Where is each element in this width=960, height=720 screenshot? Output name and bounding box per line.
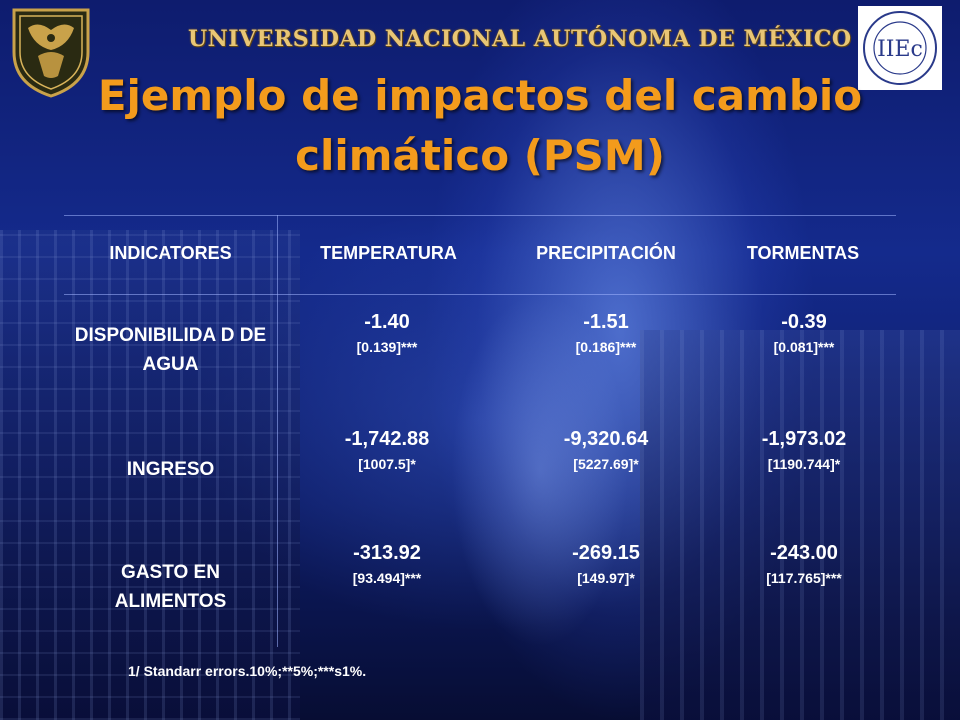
table-cell: -1,742.88 [1007.5]* — [297, 427, 477, 474]
background-building-left — [0, 230, 300, 720]
table-cell: -313.92 [93.494]*** — [297, 541, 477, 588]
cell-standard-error: [0.081]*** — [773, 339, 835, 355]
table-cell: -1.51 [0.186]*** — [516, 310, 696, 357]
cell-standard-error: [1190.744]* — [767, 456, 841, 472]
background-glow — [420, 250, 660, 720]
cell-value: -1,973.02 — [761, 428, 847, 450]
page-title: Ejemplo de impactos del cambio climático… — [97, 71, 863, 180]
table-cell: -1.40 [0.139]*** — [297, 310, 477, 357]
cell-value: -1,742.88 — [344, 428, 430, 450]
column-header-precipitacion: PRECIPITACIÓN — [536, 243, 676, 263]
table-top-rule — [64, 215, 896, 216]
table-cell: -269.15 [149.97]* — [516, 541, 696, 588]
table-cell: -0.39 [0.081]*** — [714, 310, 894, 357]
table-header-rule — [64, 294, 896, 295]
unam-shield-icon — [12, 8, 90, 98]
table-cell: -9,320.64 [5227.69]* — [516, 427, 696, 474]
table-cell: -1,973.02 [1190.744]* — [714, 427, 894, 474]
results-table: INDICATORES TEMPERATURA PRECIPITACIÓN TO… — [64, 215, 896, 650]
table-column-divider — [277, 215, 278, 647]
iiec-logo-letters: IIEc — [877, 37, 923, 62]
iiec-logo-icon: IIEc — [858, 6, 942, 90]
cell-value: -313.92 — [353, 542, 421, 564]
cell-value: -0.39 — [781, 311, 827, 333]
cell-standard-error: [0.139]*** — [356, 339, 418, 355]
cell-standard-error: [1007.5]* — [358, 456, 416, 472]
column-header-indicatores: INDICATORES — [109, 243, 232, 263]
cell-value: -243.00 — [770, 542, 838, 564]
table-cell: -243.00 [117.765]*** — [714, 541, 894, 588]
cell-standard-error: [149.97]* — [577, 570, 635, 586]
background-building-right — [640, 330, 960, 720]
cell-value: -269.15 — [572, 542, 640, 564]
cell-value: -1.40 — [364, 311, 410, 333]
row-label-gasto-alimentos: GASTO EN ALIMENTOS — [114, 562, 227, 612]
university-name: UNIVERSIDAD NACIONAL AUTÓNOMA DE MÉXICO — [188, 26, 852, 52]
cell-standard-error: [0.186]*** — [575, 339, 637, 355]
column-header-temperatura: TEMPERATURA — [320, 243, 457, 263]
cell-value: -1.51 — [583, 311, 629, 333]
row-label-ingreso: INGRESO — [126, 459, 215, 480]
row-label-disponibilidad-agua: DISPONIBILIDA D DE AGUA — [74, 325, 267, 375]
cell-standard-error: [5227.69]* — [573, 456, 639, 472]
column-header-tormentas: TORMENTAS — [746, 243, 860, 263]
cell-standard-error: [93.494]*** — [352, 570, 422, 586]
cell-standard-error: [117.765]*** — [766, 570, 842, 586]
footnote: 1/ Standarr errors.10%;**5%;***s1%. — [128, 663, 367, 679]
cell-value: -9,320.64 — [563, 428, 649, 450]
